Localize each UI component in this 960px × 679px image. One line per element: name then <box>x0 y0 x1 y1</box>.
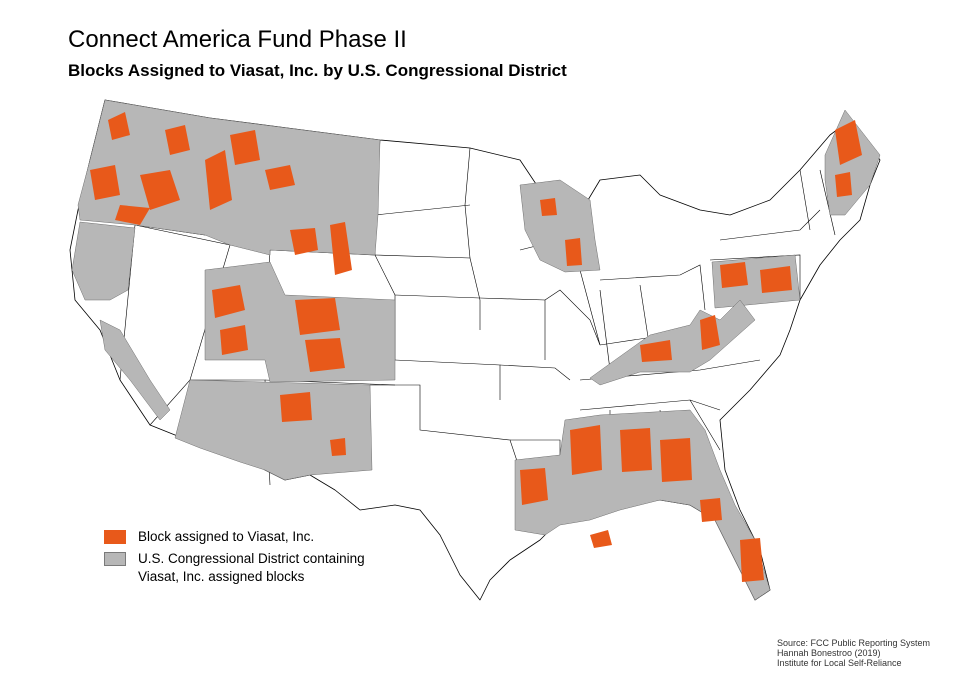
viasat-blocks <box>90 112 862 582</box>
map-subtitle: Blocks Assigned to Viasat, Inc. by U.S. … <box>68 61 567 80</box>
source-credits: Source: FCC Public Reporting System Hann… <box>777 638 930 668</box>
district-region-california-central <box>99 319 171 421</box>
legend-label-block: Block assigned to Viasat, Inc. <box>138 529 315 544</box>
legend-swatch-district <box>104 552 126 566</box>
organization-line: Institute for Local Self-Reliance <box>776 658 902 668</box>
legend-item-block: Block assigned to Viasat, Inc. <box>104 528 388 546</box>
map-title: Connect America Fund Phase II <box>68 26 407 53</box>
legend-swatch-block <box>104 530 126 544</box>
legend-item-district: U.S. Congressional District containing V… <box>104 550 388 586</box>
source-line: Source: FCC Public Reporting System <box>776 638 930 648</box>
district-region-california-north <box>71 221 136 301</box>
legend-label-district: U.S. Congressional District containing V… <box>138 551 365 584</box>
author-line: Hannah Bonestroo (2019) <box>776 648 881 658</box>
district-region-southwest <box>174 379 373 481</box>
district-region-northwest <box>77 99 381 256</box>
map-legend: Block assigned to Viasat, Inc. U.S. Cong… <box>104 528 388 590</box>
